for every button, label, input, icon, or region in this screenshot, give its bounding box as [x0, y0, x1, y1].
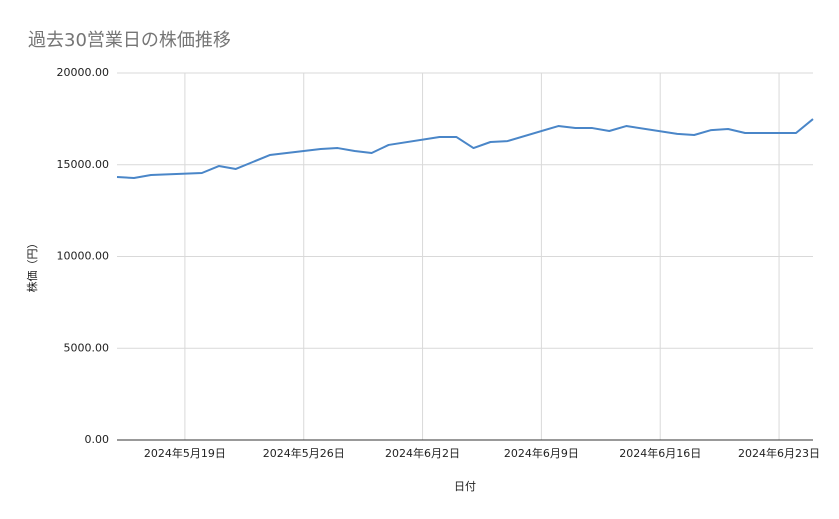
x-tick-label: 2024年6月23日	[738, 446, 820, 460]
x-tick-label: 2024年6月9日	[504, 446, 579, 460]
y-tick-label: 20000.00	[57, 66, 110, 79]
y-tick-label: 15000.00	[57, 158, 110, 171]
y-tick-label: 0.00	[85, 433, 110, 446]
x-tick-label: 2024年6月2日	[385, 446, 460, 460]
x-tick-label: 2024年6月16日	[619, 446, 701, 460]
y-axis-label: 株価（円）	[25, 238, 39, 293]
y-tick-label: 10000.00	[57, 250, 110, 263]
x-axis-label: 日付	[454, 480, 476, 493]
x-tick-label: 2024年5月19日	[144, 446, 226, 460]
x-tick-label: 2024年5月26日	[263, 446, 345, 460]
y-tick-label: 5000.00	[64, 341, 110, 354]
line-series	[116, 118, 814, 179]
chart-title: 過去30営業日の株価推移	[28, 30, 231, 51]
